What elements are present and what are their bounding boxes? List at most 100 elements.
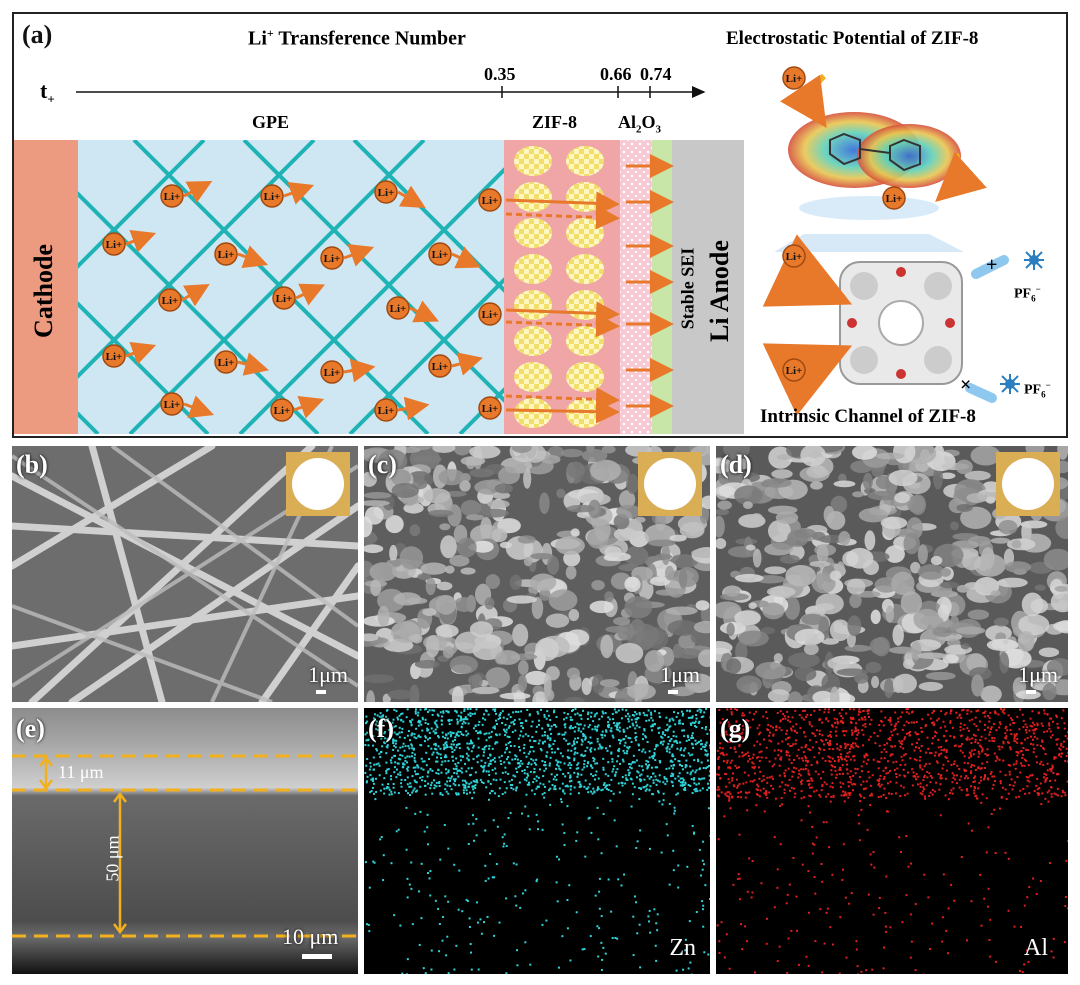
svg-text:Li+: Li+: [324, 367, 341, 379]
cross-section-texture: [12, 708, 358, 974]
thickness-top: 11 μm: [58, 762, 104, 782]
cathode-label: Cathode: [29, 244, 58, 338]
li-ion: Li+: [374, 396, 430, 422]
li-ion: Li+: [320, 243, 375, 270]
li-ion: Li+: [374, 180, 426, 208]
photo-inset: [996, 452, 1060, 516]
gpe-label: GPE: [252, 112, 290, 132]
plus-sign: +: [986, 254, 998, 276]
pf6-label-bottom: PF6−: [1024, 380, 1051, 400]
scale-bar: [316, 690, 326, 694]
transference-title: Li+ Transference Number: [248, 26, 466, 50]
photo-inset: [286, 452, 350, 516]
svg-text:Li+: Li+: [390, 303, 407, 315]
svg-text:Li+: Li+: [482, 309, 499, 321]
svg-text:Li+: Li+: [276, 293, 293, 305]
li-ion: Li+: [478, 302, 502, 326]
tick-label-0: 0.35: [484, 64, 516, 84]
svg-text:Li+: Li+: [786, 251, 803, 263]
svg-text:Li+: Li+: [482, 195, 499, 207]
esp-title: Electrostatic Potential of ZIF-8: [726, 28, 979, 49]
zif8-label: ZIF-8: [532, 112, 577, 132]
al-map: [716, 708, 1068, 974]
gpe-layer: [78, 140, 504, 434]
al2o3-label: Al2O3: [618, 112, 662, 136]
li-ion: Li+: [478, 188, 502, 212]
anode-label: Li Anode: [705, 240, 734, 342]
li-ion: Li+: [782, 244, 806, 268]
panel-e-sem: (e) 11 μm 50 μm 10 μm: [12, 708, 358, 974]
tick-label-2: 0.74: [640, 64, 672, 84]
svg-text:Li+: Li+: [106, 239, 123, 251]
zn-map: [364, 708, 710, 974]
panel-a-label: (a): [22, 20, 53, 49]
svg-text:Li+: Li+: [162, 295, 179, 307]
transport-arrows: [505, 154, 674, 424]
panel-d-label: (d): [720, 450, 752, 479]
zif8-layer: [504, 140, 620, 434]
svg-text:Li+: Li+: [886, 193, 903, 205]
svg-text:Li+: Li+: [786, 365, 803, 377]
element-zn: Zn: [669, 935, 696, 961]
svg-text:Li+: Li+: [482, 403, 499, 415]
li-ion: Li+: [782, 66, 806, 90]
pf6-molecule-top: [1024, 250, 1044, 270]
panel-b-label: (b): [16, 450, 48, 479]
panel-c-label: (c): [368, 450, 397, 479]
li-ion: Li+: [214, 350, 269, 376]
panel-f-label: (f): [368, 714, 394, 743]
schematic-svg: Li+ Li+ Li+ Li+ Li+ Li+ Li+ Li+ Li+ Li+ Li+ Li+ Li+ L…: [14, 66, 1044, 434]
li-ion: Li+: [160, 392, 215, 419]
cross-sign: ×: [960, 374, 972, 396]
li-ion: Li+: [320, 358, 376, 384]
li-ion: Li+: [428, 352, 483, 378]
photo-inset: [638, 452, 702, 516]
svg-text:Li+: Li+: [378, 187, 395, 199]
li-ion: Li+: [270, 395, 325, 422]
svg-text:Li+: Li+: [378, 405, 395, 417]
svg-text:Li+: Li+: [164, 399, 181, 411]
svg-text:Li+: Li+: [164, 191, 181, 203]
axis-symbol: t+: [40, 78, 55, 107]
element-al: Al: [1024, 935, 1048, 961]
svg-text:Li+: Li+: [324, 253, 341, 265]
panel-d-scale: 1μm: [1018, 662, 1058, 687]
sei-layer: [652, 140, 672, 434]
panel-d-sem: (d) 1μm: [716, 446, 1068, 702]
li-ion: Li+: [272, 283, 326, 310]
scale-bar: [302, 954, 332, 959]
scale-bar: [1026, 690, 1036, 694]
tick-label-1: 0.66: [600, 64, 632, 84]
panel-g-eds: (g) Al: [716, 708, 1068, 974]
thickness-bottom: 50 μm: [102, 835, 123, 882]
pf6-molecule-bottom: [1000, 374, 1020, 394]
pf6-label-top: PF6−: [1014, 284, 1041, 304]
panel-b-scale: 1μm: [308, 662, 348, 687]
panel-f-eds: (f) Zn: [364, 708, 710, 974]
li-ion: Li+: [782, 358, 806, 382]
li-ion: Li+: [428, 242, 482, 269]
li-ion: Li+: [478, 396, 502, 420]
cathode-layer: [14, 140, 78, 434]
li-ion: Li+: [260, 181, 315, 208]
zif8-framework: [839, 261, 963, 385]
svg-text:Li+: Li+: [274, 405, 291, 417]
svg-text:Li+: Li+: [106, 351, 123, 363]
panel-a-schematic: Li+ Li+ Li+ Li+ Li+ Li+ Li+ Li+ Li+ Li+ Li+ Li+ Li+ L…: [12, 12, 1068, 438]
li-ion: Li+: [386, 296, 440, 323]
panel-e-label: (e): [16, 714, 45, 743]
zif8-particles: [514, 146, 604, 428]
li-ion: Li+: [158, 284, 210, 312]
particle-texture: [716, 446, 1068, 702]
svg-text:Li+: Li+: [264, 191, 281, 203]
li-ion: Li+: [160, 180, 213, 208]
svg-text:Li+: Li+: [218, 249, 235, 261]
panel-b-sem: (b) 1μm: [12, 446, 358, 702]
li-ion: Li+: [102, 341, 157, 368]
al2o3-layer: [620, 140, 652, 434]
sei-label: Stable SEI: [677, 247, 698, 330]
panel-c-sem: (c) 1μm: [364, 446, 710, 702]
svg-text:Li+: Li+: [432, 361, 449, 373]
scale-bar: [668, 690, 678, 694]
li-ions: Li+ Li+ Li+ Li+ Li+ Li+ Li+ Li+ Li+ Li+ Li+ Li+ Li+ L…: [102, 66, 906, 422]
